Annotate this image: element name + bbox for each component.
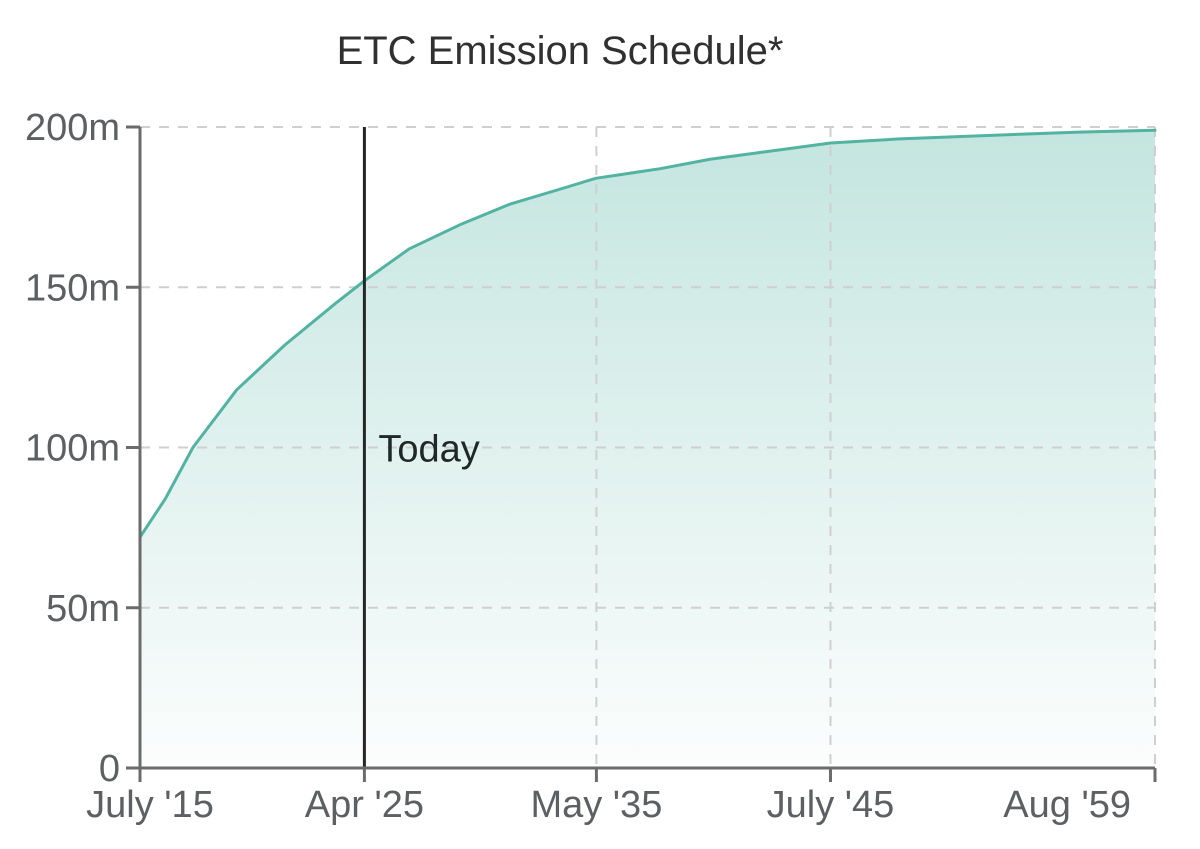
emission-area bbox=[140, 130, 1155, 768]
x-tick-label-july-45: July '45 bbox=[767, 784, 895, 826]
y-tick-label-50m: 50m bbox=[46, 588, 120, 630]
series-layer bbox=[138, 128, 1157, 539]
y-tick-label-0: 0 bbox=[99, 748, 120, 790]
y-tick-label-150m: 150m bbox=[25, 267, 120, 309]
axes-layer bbox=[126, 125, 1157, 782]
emission-curve bbox=[138, 128, 1157, 539]
x-tick-label-aug-59: Aug '59 bbox=[1003, 784, 1131, 826]
today-label: Today bbox=[378, 429, 479, 471]
y-tick-label-100m: 100m bbox=[25, 428, 120, 470]
area-fill-layer bbox=[140, 130, 1155, 768]
x-tick-label-may-35: May '35 bbox=[530, 784, 662, 826]
chart-title: ETC Emission Schedule* bbox=[337, 29, 784, 73]
x-tick-label-apr-25: Apr '25 bbox=[305, 784, 424, 826]
x-tick-label-july-15: July '15 bbox=[86, 784, 214, 826]
axis-labels-layer: 0 50m 100m 150m 200m July '15 Apr '25 May '35 Ju… bbox=[25, 107, 1131, 826]
annotations-layer: Today bbox=[362, 127, 480, 768]
y-tick-label-200m: 200m bbox=[25, 107, 120, 149]
